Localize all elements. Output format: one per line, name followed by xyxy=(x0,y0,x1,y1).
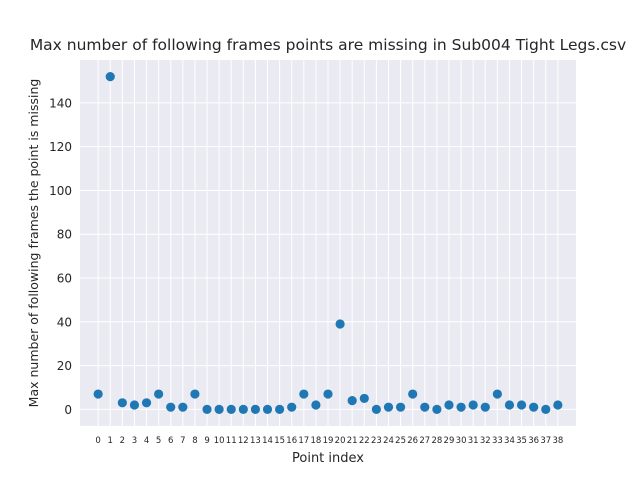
data-point-29 xyxy=(444,400,454,410)
y-tick-labels: 0 20 40 60 80 100 120 140 xyxy=(49,96,72,416)
data-point-21 xyxy=(347,396,357,406)
x-tick-label-34: 34 xyxy=(504,436,515,446)
data-point-1 xyxy=(105,72,115,82)
data-point-6 xyxy=(166,402,176,412)
x-tick-label-23: 23 xyxy=(371,436,382,446)
data-point-37 xyxy=(541,404,551,414)
x-tick-label-6: 6 xyxy=(168,436,173,446)
data-point-17 xyxy=(299,389,309,399)
data-point-2 xyxy=(117,398,127,408)
data-point-27 xyxy=(420,402,430,412)
y-tick-label-1: 20 xyxy=(57,359,72,373)
x-tick-label-4: 4 xyxy=(144,436,149,446)
data-point-24 xyxy=(383,402,394,412)
data-point-10 xyxy=(214,404,224,414)
x-tick-label-30: 30 xyxy=(456,436,467,446)
y-tick-label-0: 0 xyxy=(64,403,72,417)
x-tick-label-37: 37 xyxy=(540,436,551,446)
x-tick-label-19: 19 xyxy=(323,436,334,446)
x-tick-label-13: 13 xyxy=(250,436,261,446)
data-point-19 xyxy=(323,389,333,399)
data-point-36 xyxy=(529,402,539,412)
data-point-12 xyxy=(238,404,248,414)
data-point-28 xyxy=(432,404,442,414)
x-tick-label-26: 26 xyxy=(407,436,418,446)
x-tick-label-32: 32 xyxy=(480,436,491,446)
x-tick-label-5: 5 xyxy=(156,436,161,446)
x-tick-label-16: 16 xyxy=(286,436,297,446)
data-point-22 xyxy=(359,393,369,404)
data-point-23 xyxy=(371,404,381,414)
x-tick-label-38: 38 xyxy=(552,436,563,446)
y-tick-label-3: 60 xyxy=(57,272,72,286)
chart-title: Max number of following frames points ar… xyxy=(30,36,626,54)
data-point-0 xyxy=(93,389,103,399)
x-tick-label-25: 25 xyxy=(395,436,406,446)
y-tick-label-2: 40 xyxy=(57,315,72,329)
x-axis-label: Point index xyxy=(292,451,364,466)
y-axis-label: Max number of following frames the point… xyxy=(26,79,41,408)
data-point-30 xyxy=(456,402,466,412)
data-point-20 xyxy=(335,319,345,329)
x-tick-label-0: 0 xyxy=(95,436,100,446)
x-tick-label-28: 28 xyxy=(431,436,442,446)
data-point-11 xyxy=(226,404,236,414)
x-tick-label-33: 33 xyxy=(492,436,503,446)
x-tick-label-21: 21 xyxy=(347,436,358,446)
x-tick-label-8: 8 xyxy=(192,436,197,446)
x-tick-labels: 0 1 2 3 4 5 6 7 8 9 10 11 12 13 14 15 16 17 18 19 20 21 22 23 24… xyxy=(95,436,563,446)
x-tick-label-18: 18 xyxy=(310,436,321,446)
x-tick-label-1: 1 xyxy=(108,436,113,446)
data-point-5 xyxy=(154,389,164,399)
data-point-32 xyxy=(480,402,490,412)
data-point-4 xyxy=(141,398,152,408)
x-tick-label-20: 20 xyxy=(335,436,346,446)
data-point-13 xyxy=(250,404,261,414)
data-point-3 xyxy=(129,400,140,410)
x-tick-label-36: 36 xyxy=(528,436,539,446)
y-tick-label-6: 120 xyxy=(49,140,72,154)
x-tick-label-7: 7 xyxy=(180,436,185,446)
data-point-35 xyxy=(516,400,527,410)
y-tick-label-5: 100 xyxy=(49,184,72,198)
data-point-38 xyxy=(553,400,563,410)
data-point-9 xyxy=(202,404,212,414)
x-tick-label-35: 35 xyxy=(516,436,527,446)
data-point-8 xyxy=(190,389,200,399)
y-tick-label-4: 80 xyxy=(57,228,72,242)
x-tick-label-10: 10 xyxy=(214,436,225,446)
x-tick-label-2: 2 xyxy=(120,436,125,446)
grid-lines xyxy=(80,60,576,426)
data-point-18 xyxy=(311,400,321,410)
data-point-33 xyxy=(492,389,502,399)
data-point-26 xyxy=(408,389,418,399)
x-tick-label-22: 22 xyxy=(359,436,370,446)
data-points xyxy=(93,72,563,414)
x-tick-label-11: 11 xyxy=(226,436,237,446)
data-point-34 xyxy=(504,400,515,410)
x-tick-label-27: 27 xyxy=(419,436,430,446)
x-tick-label-12: 12 xyxy=(238,436,249,446)
data-point-25 xyxy=(395,402,406,412)
x-tick-label-14: 14 xyxy=(262,436,273,446)
x-tick-label-31: 31 xyxy=(468,436,479,446)
data-point-7 xyxy=(178,402,188,412)
x-tick-label-24: 24 xyxy=(383,436,394,446)
x-tick-label-29: 29 xyxy=(444,436,455,446)
x-tick-label-9: 9 xyxy=(204,436,209,446)
y-tick-label-7: 140 xyxy=(49,96,72,110)
x-tick-label-3: 3 xyxy=(132,436,137,446)
data-point-16 xyxy=(287,402,297,412)
data-point-15 xyxy=(275,404,285,414)
x-tick-label-15: 15 xyxy=(274,436,285,446)
data-point-14 xyxy=(262,404,273,414)
data-point-31 xyxy=(468,400,478,410)
x-tick-label-17: 17 xyxy=(298,436,309,446)
